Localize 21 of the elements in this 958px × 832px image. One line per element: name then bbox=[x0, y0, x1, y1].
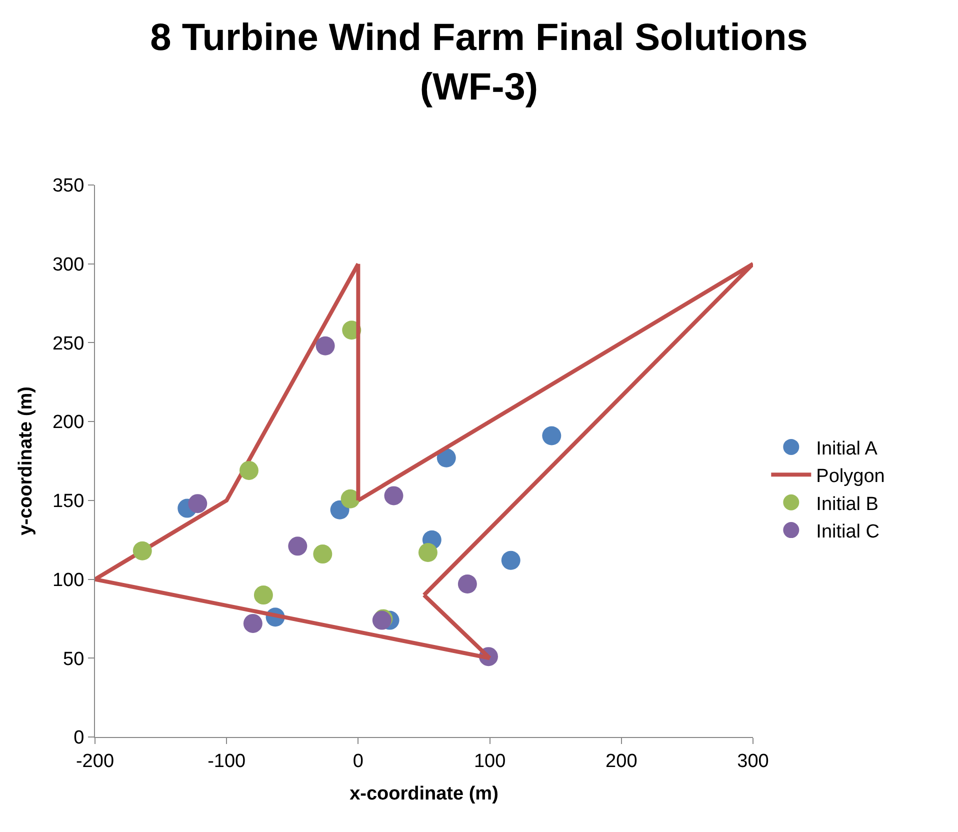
legend-label: Initial C bbox=[816, 521, 880, 542]
y-tick-label: 200 bbox=[52, 412, 84, 434]
y-tick-label: 300 bbox=[52, 254, 84, 276]
x-axis-title: x-coordinate (m) bbox=[350, 784, 498, 805]
legend-label: Initial A bbox=[816, 438, 878, 460]
y-tick-label: 50 bbox=[63, 648, 84, 670]
y-axis-title: y-coordinate (m) bbox=[15, 386, 36, 536]
x-tick-label: 0 bbox=[352, 750, 364, 772]
legend-label: Initial B bbox=[816, 494, 878, 515]
legend-label: Polygon bbox=[816, 466, 885, 488]
y-tick-label: 100 bbox=[52, 570, 84, 591]
y-tick-label: 0 bbox=[74, 728, 84, 749]
x-tick-label: -200 bbox=[76, 750, 114, 772]
x-tick-label: -100 bbox=[208, 750, 246, 772]
y-tick-label: 250 bbox=[52, 333, 84, 354]
chart-title: 8 Turbine Wind Farm Final Solutions (WF-3) bbox=[150, 16, 808, 108]
x-tick-label: 200 bbox=[606, 750, 638, 772]
y-tick-label: 350 bbox=[52, 176, 84, 197]
y-tick-label: 150 bbox=[52, 491, 84, 512]
x-tick-label: 300 bbox=[737, 750, 769, 772]
x-tick-label: 100 bbox=[474, 750, 506, 772]
